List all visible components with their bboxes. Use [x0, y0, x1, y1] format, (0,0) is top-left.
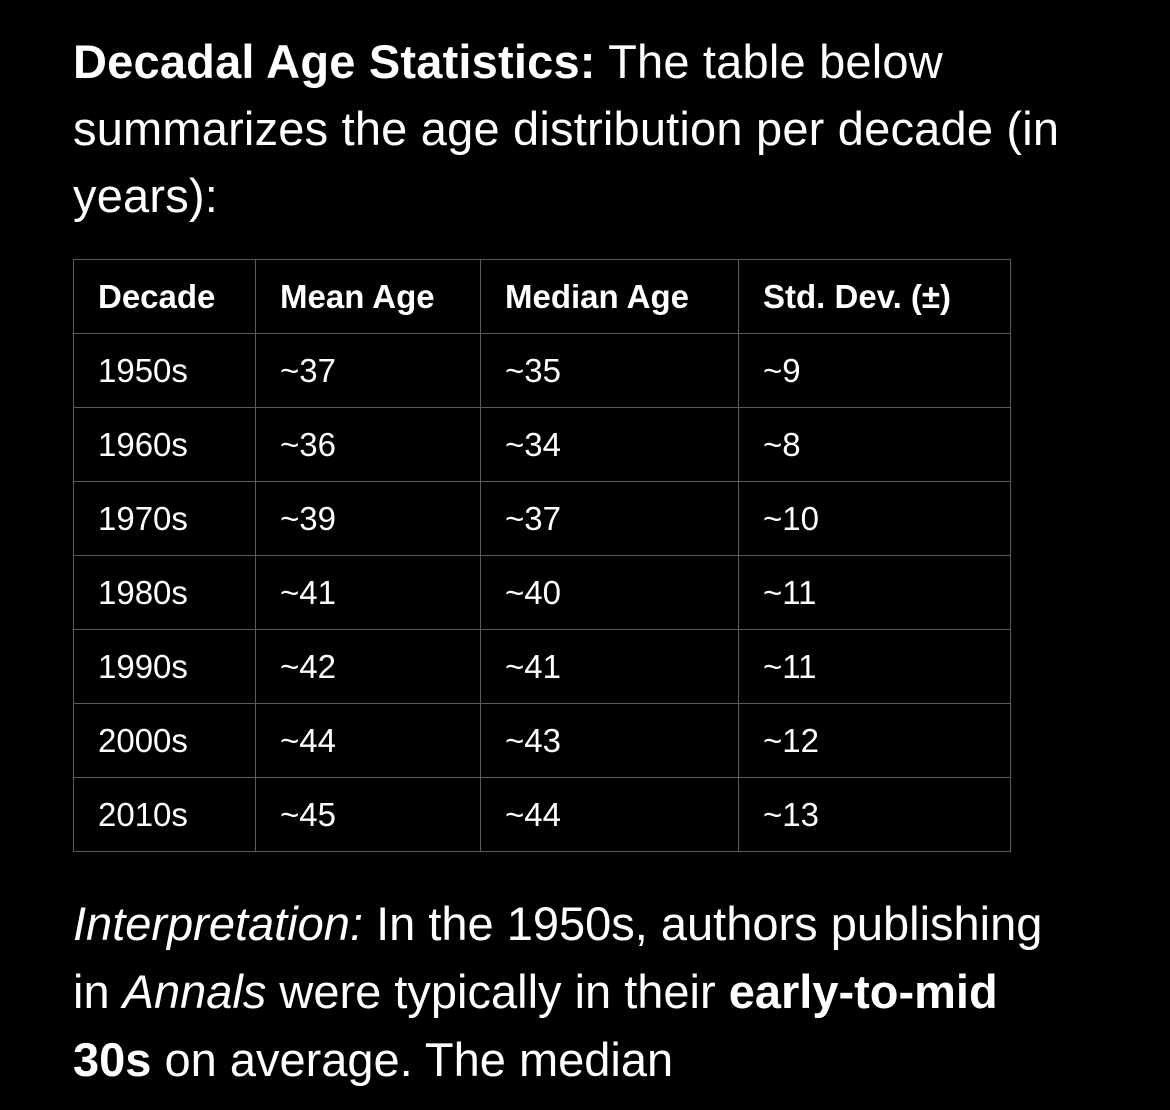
table-row: 1960s ~36 ~34 ~8 — [73, 407, 1011, 482]
cell-median-age: ~34 — [480, 407, 739, 482]
cell-mean-age: ~45 — [255, 777, 481, 852]
cell-decade: 1960s — [73, 407, 256, 482]
table-row: 1980s ~41 ~40 ~11 — [73, 555, 1011, 630]
interpretation-label: Interpretation: — [73, 897, 364, 950]
cell-mean-age: ~36 — [255, 407, 481, 482]
cell-decade: 1980s — [73, 555, 256, 630]
section-intro: Decadal Age Statistics: The table below … — [73, 28, 1083, 229]
cell-std-dev: ~10 — [738, 481, 1011, 556]
cell-std-dev: ~11 — [738, 629, 1011, 704]
age-statistics-table: Decade Mean Age Median Age Std. Dev. (±)… — [73, 259, 1011, 852]
cell-median-age: ~44 — [480, 777, 739, 852]
cell-decade: 1990s — [73, 629, 256, 704]
column-header-decade: Decade — [73, 259, 256, 334]
cell-median-age: ~43 — [480, 703, 739, 778]
interpretation-paragraph: Interpretation: In the 1950s, authors pu… — [73, 890, 1083, 1094]
table-header: Decade Mean Age Median Age Std. Dev. (±) — [73, 259, 1011, 334]
cell-decade: 1950s — [73, 333, 256, 408]
cell-median-age: ~37 — [480, 481, 739, 556]
table-row: 1970s ~39 ~37 ~10 — [73, 481, 1011, 556]
column-header-median-age: Median Age — [480, 259, 739, 334]
message-content: Decadal Age Statistics: The table below … — [73, 28, 1083, 1086]
cell-std-dev: ~13 — [738, 777, 1011, 852]
journal-name: Annals — [122, 965, 267, 1018]
cell-std-dev: ~12 — [738, 703, 1011, 778]
table-row: 2000s ~44 ~43 ~12 — [73, 703, 1011, 778]
interpretation-text-3: on average. The median — [151, 1033, 674, 1086]
interpretation-emphasis: early-to-mid 30s — [73, 965, 998, 1086]
cell-mean-age: ~41 — [255, 555, 481, 630]
cell-std-dev: ~8 — [738, 407, 1011, 482]
table-row: 2010s ~45 ~44 ~13 — [73, 777, 1011, 852]
cell-decade: 2010s — [73, 777, 256, 852]
section-intro-text: The table below summarizes the age distr… — [73, 35, 1060, 222]
cell-mean-age: ~39 — [255, 481, 481, 556]
cell-median-age: ~35 — [480, 333, 739, 408]
cell-median-age: ~40 — [480, 555, 739, 630]
table-header-row: Decade Mean Age Median Age Std. Dev. (±) — [73, 259, 1011, 334]
cell-mean-age: ~42 — [255, 629, 481, 704]
column-header-mean-age: Mean Age — [255, 259, 481, 334]
cell-mean-age: ~37 — [255, 333, 481, 408]
cell-std-dev: ~9 — [738, 333, 1011, 408]
cell-std-dev: ~11 — [738, 555, 1011, 630]
cell-mean-age: ~44 — [255, 703, 481, 778]
cell-decade: 1970s — [73, 481, 256, 556]
section-title: Decadal Age Statistics: — [73, 35, 596, 88]
table-row: 1990s ~42 ~41 ~11 — [73, 629, 1011, 704]
interpretation-text-1: In the 1950s, authors publishing in — [73, 897, 1043, 1018]
column-header-std-dev: Std. Dev. (±) — [738, 259, 1011, 334]
cell-decade: 2000s — [73, 703, 256, 778]
cell-median-age: ~41 — [480, 629, 739, 704]
table-row: 1950s ~37 ~35 ~9 — [73, 333, 1011, 408]
interpretation-text-2: were typically in their — [266, 965, 729, 1018]
table-body: 1950s ~37 ~35 ~9 1960s ~36 ~34 ~8 1970s … — [73, 333, 1011, 852]
